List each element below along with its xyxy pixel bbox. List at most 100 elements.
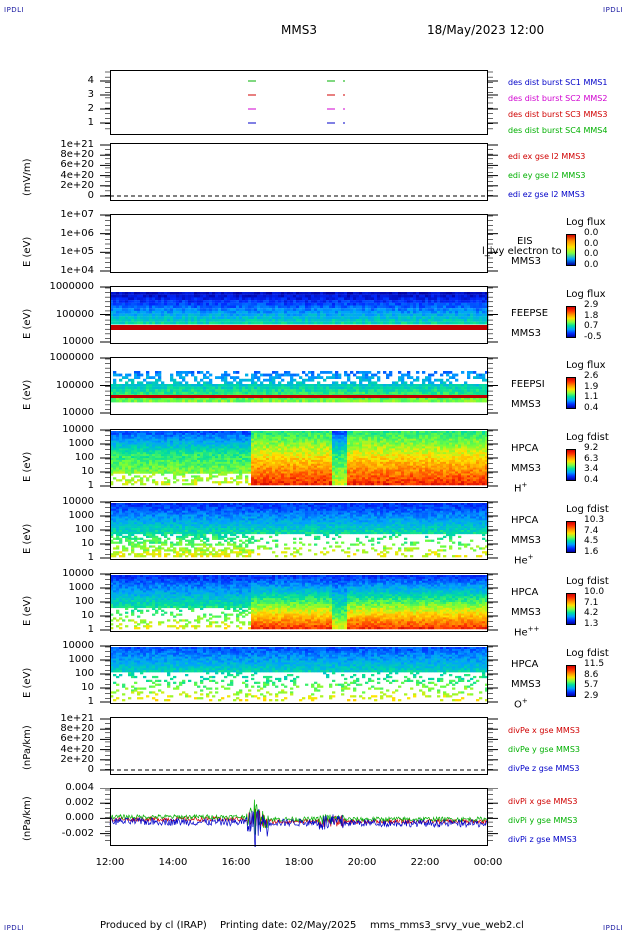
panel-feepse-colorbar-title: Log flux xyxy=(566,289,606,300)
panel-divpi-plot xyxy=(100,788,498,847)
panel-burst-legend-1: des dist burst SC1 MMS1 xyxy=(508,78,608,87)
panel-divpe-ytick-label: 1e+21 xyxy=(60,713,94,724)
panel-burst-ytick-label: 3 xyxy=(87,89,94,100)
panel-hpca-hepp-species: He++ xyxy=(514,625,540,639)
panel-hpca-he-spacecraft: MMS3 xyxy=(511,535,541,546)
panel-burst-ytick-label: 4 xyxy=(87,75,94,86)
panel-eis-ylabel: E (eV) xyxy=(22,236,33,267)
panel-hpca-o-colorbar-value: 2.9 xyxy=(584,691,599,701)
panel-hpca-he-colorbar-value: 4.5 xyxy=(584,536,599,547)
panel-hpca-hepp-colorbar-value: 7.1 xyxy=(584,597,599,608)
panel-hpca-o-species: O+ xyxy=(514,697,528,711)
panel-feepsi-colorbar-value: 2.6 xyxy=(584,371,599,381)
panel-hpca-he-colorbar xyxy=(566,521,576,553)
panel-hpca-he-charge: + xyxy=(527,553,534,561)
panel-hpca-hepp-colorbar-value: 10.0 xyxy=(584,587,605,597)
corner-label-bottom-right: IPDLI xyxy=(603,924,624,932)
panel-eis-colorbar-value: 0.0 xyxy=(584,260,599,270)
panel-hpca-h-colorbar-value: 9.2 xyxy=(584,443,599,453)
corner-label-bottom-left: IPDLI xyxy=(4,924,25,932)
panel-feepse-colorbar xyxy=(566,306,576,338)
panel-feepsi-ytick-label: 1000000 xyxy=(49,352,94,363)
footer-produced-by: Produced by cl (IRAP) xyxy=(100,920,207,931)
panel-divpe-plot xyxy=(100,717,498,775)
panel-hpca-he-colorbar-value: 10.3 xyxy=(584,515,605,525)
panel-hpca-he-ytick-label: 10000 xyxy=(62,496,94,507)
panel-hpca-hepp-colorbar-value: 4.2 xyxy=(584,608,599,619)
panel-eis-spacecraft: MMS3 xyxy=(511,256,541,267)
panel-hpca-hepp-ytick-label: 10000 xyxy=(62,568,94,579)
corner-label-top-right: IPDLI xyxy=(603,6,624,14)
panel-edi-legend-3: edi ez gse l2 MMS3 xyxy=(508,190,585,199)
panel-feepse-plot xyxy=(100,286,498,344)
panel-eis-plot xyxy=(100,214,498,273)
panel-hpca-o-spacecraft: MMS3 xyxy=(511,679,541,690)
panel-divpi-ytick-label: -0.002 xyxy=(61,827,94,839)
panel-feepsi-colorbar-value: 1.9 xyxy=(584,381,599,392)
panel-hpca-h-colorbar-value: 6.3 xyxy=(584,453,599,464)
panel-burst-ytick-label: 2 xyxy=(87,103,94,114)
panel-feepse-ytick-label: 100000 xyxy=(55,308,94,320)
panel-divpi-legend-1: divPi x gse MMS3 xyxy=(508,797,578,806)
panel-edi-ylabel: (mV/m) xyxy=(22,158,33,196)
panel-hpca-h-ytick-label: 1000 xyxy=(68,438,94,449)
panel-hpca-he-instrument: HPCA xyxy=(511,515,539,526)
panel-eis-ytick-label: 1e+06 xyxy=(60,227,94,239)
panel-hpca-o-colorbar xyxy=(566,665,576,697)
time-axis-tick-label: 18:00 xyxy=(284,857,314,868)
panel-feepse-spacecraft: MMS3 xyxy=(511,328,541,339)
panel-feepsi-instrument: FEEPSI xyxy=(511,379,545,390)
panel-edi-ytick-label: 4e+20 xyxy=(60,169,94,181)
panel-hpca-hepp-ylabel: E (eV) xyxy=(22,595,33,626)
panel-hpca-he-plot xyxy=(100,501,498,560)
panel-feepsi-colorbar-title: Log flux xyxy=(566,360,606,371)
panel-hpca-o-plot xyxy=(100,645,498,704)
panel-hpca-hepp-ytick-label: 10 xyxy=(81,610,94,621)
panel-hpca-o-colorbar-value: 5.7 xyxy=(584,680,599,691)
time-axis-tick-label: 14:00 xyxy=(158,857,188,868)
panel-hpca-h-frame xyxy=(110,429,488,488)
panel-feepsi-colorbar xyxy=(566,377,576,409)
panel-divpe-legend-1: divPe x gse MMS3 xyxy=(508,726,580,735)
footer-filename: mms_mms3_srvy_vue_web2.cl xyxy=(370,920,524,931)
panel-divpe-ylabel: (nPa/km) xyxy=(22,724,33,770)
panel-hpca-h-colorbar-value: 0.4 xyxy=(584,475,599,485)
panel-hpca-o-ytick-label: 10000 xyxy=(62,640,94,651)
divpi-series-y xyxy=(109,799,489,835)
panel-feepsi-ytick-label: 10000 xyxy=(62,407,94,418)
panel-feepse-spectrogram xyxy=(110,292,489,330)
panel-divpi-legend-2: divPi y gse MMS3 xyxy=(508,816,578,825)
panel-hpca-he-colorbar-value: 1.6 xyxy=(584,547,599,557)
panel-hpca-h-charge: + xyxy=(521,481,528,489)
panel-feepse-ytick-label: 10000 xyxy=(62,336,94,347)
panel-eis-colorbar-value: 0.0 xyxy=(584,238,599,249)
panel-hpca-h-ylabel: E (eV) xyxy=(22,451,33,482)
panel-feepse-instrument: FEEPSE xyxy=(511,308,549,319)
panel-hpca-o-ytick-label: 1 xyxy=(87,696,94,707)
panel-eis-colorbar-title: Log flux xyxy=(566,217,606,228)
panel-eis-colorbar xyxy=(566,234,576,266)
panel-edi-ytick-label: 6e+20 xyxy=(60,159,94,171)
panel-feepse-colorbar-value: -0.5 xyxy=(584,332,602,342)
corner-label-top-left: IPDLI xyxy=(4,6,25,14)
panel-feepsi-ytick-label: 100000 xyxy=(55,379,94,391)
panel-hpca-hepp-charge: ++ xyxy=(527,625,540,633)
panel-divpe-ytick-label: 8e+20 xyxy=(60,723,94,735)
panel-hpca-o-colorbar-value: 11.5 xyxy=(584,659,605,669)
panel-feepse-colorbar-value: 0.7 xyxy=(584,321,599,332)
panel-feepsi-ylabel: E (eV) xyxy=(22,379,33,410)
panel-divpe-frame xyxy=(110,717,488,775)
panel-edi-frame xyxy=(110,143,488,201)
panel-feepse-frame xyxy=(110,286,488,344)
panel-hpca-h-instrument: HPCA xyxy=(511,443,539,454)
panel-edi-legend-1: edi ex gse l2 MMS3 xyxy=(508,152,586,161)
panel-hpca-h-spectrogram xyxy=(110,431,489,486)
panel-hpca-he-colorbar-value: 7.4 xyxy=(584,525,599,536)
panel-feepsi-plot xyxy=(100,357,498,415)
panel-hpca-hepp-plot xyxy=(100,573,498,632)
panel-hpca-hepp-colorbar-value: 1.3 xyxy=(584,619,599,629)
panel-divpi-ytick-label: 0.004 xyxy=(65,782,94,793)
panel-hpca-hepp-instrument: HPCA xyxy=(511,587,539,598)
time-axis-tick-label: 00:00 xyxy=(473,857,503,868)
panel-feepsi-colorbar-value: 1.1 xyxy=(584,392,599,403)
